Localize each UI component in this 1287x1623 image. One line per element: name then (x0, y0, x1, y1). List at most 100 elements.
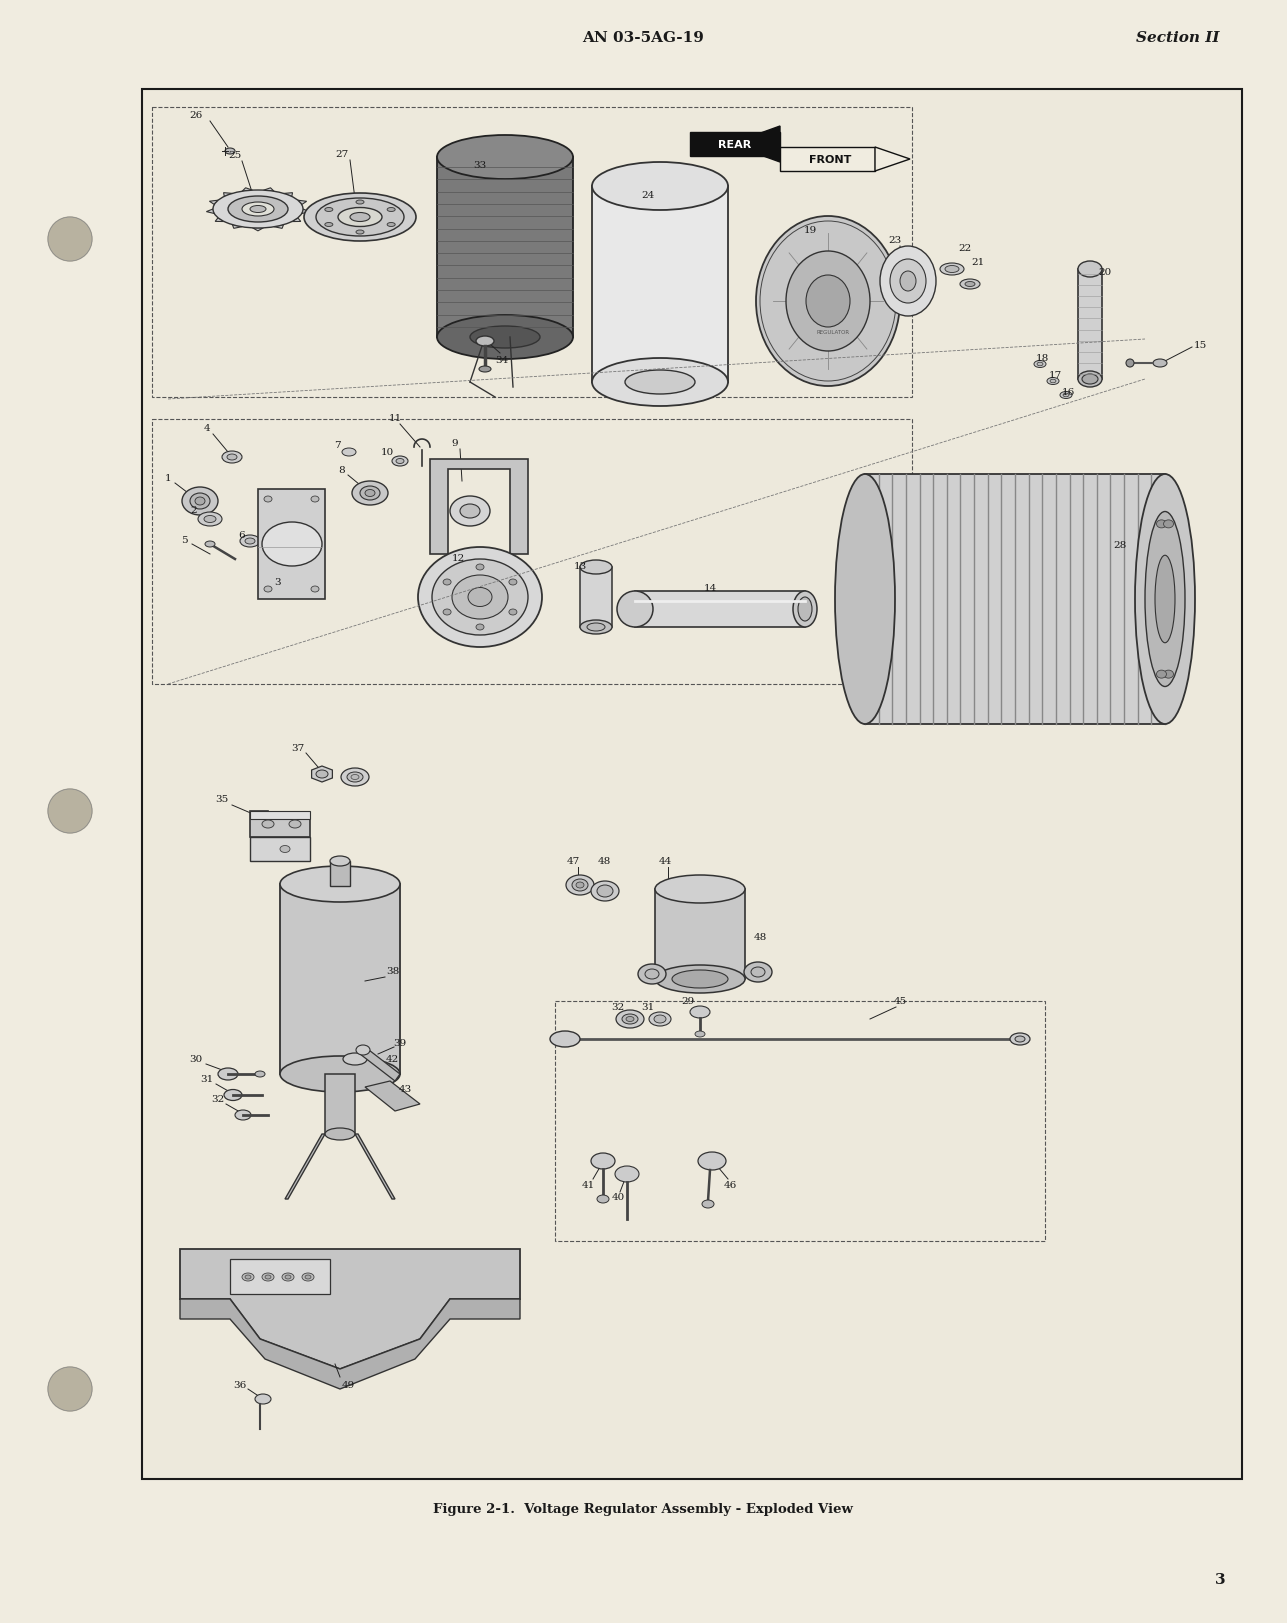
Text: 19: 19 (803, 226, 817, 234)
Ellipse shape (597, 886, 613, 898)
Text: REAR: REAR (718, 140, 752, 149)
Bar (634, 592, 804, 628)
Text: 28: 28 (1113, 540, 1126, 549)
Bar (326, 1074, 355, 1134)
Bar (142, 89, 1242, 1479)
Ellipse shape (264, 497, 272, 503)
Text: 7: 7 (333, 440, 340, 450)
Polygon shape (242, 188, 252, 192)
Text: 23: 23 (888, 235, 902, 245)
Ellipse shape (592, 162, 728, 211)
Ellipse shape (1126, 360, 1134, 368)
Ellipse shape (470, 326, 541, 349)
Polygon shape (250, 812, 310, 837)
Ellipse shape (205, 516, 216, 523)
Text: 24: 24 (641, 190, 655, 200)
Polygon shape (250, 837, 310, 862)
Text: 46: 46 (723, 1180, 736, 1188)
Ellipse shape (338, 208, 382, 227)
Text: 33: 33 (474, 161, 486, 169)
Ellipse shape (1048, 378, 1059, 385)
Ellipse shape (198, 513, 221, 527)
Ellipse shape (690, 1006, 710, 1018)
Ellipse shape (263, 523, 322, 566)
Text: 18: 18 (1035, 354, 1049, 362)
Ellipse shape (302, 1272, 314, 1281)
Text: 32: 32 (611, 1003, 624, 1011)
Text: 16: 16 (1062, 388, 1075, 396)
Ellipse shape (1163, 521, 1174, 529)
Ellipse shape (1153, 360, 1167, 368)
Ellipse shape (1154, 557, 1175, 643)
Text: 34: 34 (495, 355, 508, 364)
Ellipse shape (755, 217, 900, 386)
Ellipse shape (508, 579, 517, 586)
Bar (780, 148, 875, 172)
Ellipse shape (1033, 362, 1046, 368)
Ellipse shape (353, 482, 387, 506)
Ellipse shape (1060, 393, 1072, 399)
Text: 38: 38 (386, 967, 400, 975)
Text: 15: 15 (1193, 341, 1207, 349)
Polygon shape (210, 201, 219, 206)
Circle shape (48, 789, 91, 834)
Text: 5: 5 (180, 536, 188, 544)
Polygon shape (215, 219, 224, 222)
Ellipse shape (366, 490, 375, 497)
Ellipse shape (1010, 1034, 1030, 1045)
Polygon shape (233, 226, 242, 229)
Circle shape (48, 1367, 91, 1410)
Ellipse shape (625, 1018, 634, 1022)
Text: 30: 30 (189, 1055, 202, 1063)
Ellipse shape (616, 1011, 644, 1029)
Ellipse shape (227, 454, 237, 461)
Ellipse shape (218, 1068, 238, 1081)
Ellipse shape (225, 149, 236, 154)
Ellipse shape (387, 224, 395, 227)
Ellipse shape (255, 1394, 272, 1404)
Text: 26: 26 (189, 110, 202, 120)
Ellipse shape (591, 881, 619, 901)
Ellipse shape (649, 1013, 671, 1026)
Polygon shape (297, 201, 306, 206)
Ellipse shape (196, 498, 205, 506)
Text: Section II: Section II (1136, 31, 1220, 45)
Ellipse shape (577, 883, 584, 888)
Ellipse shape (880, 247, 936, 316)
Polygon shape (264, 188, 274, 192)
Ellipse shape (329, 857, 350, 867)
Ellipse shape (214, 192, 302, 229)
Text: 3: 3 (1215, 1573, 1225, 1586)
Ellipse shape (695, 1031, 705, 1037)
Ellipse shape (625, 370, 695, 394)
Ellipse shape (250, 206, 266, 213)
Text: 36: 36 (233, 1380, 247, 1389)
Ellipse shape (508, 610, 517, 615)
Polygon shape (274, 226, 283, 229)
Text: 43: 43 (399, 1084, 412, 1094)
Ellipse shape (317, 771, 328, 779)
Ellipse shape (281, 1057, 400, 1092)
Ellipse shape (960, 279, 979, 291)
Text: 2: 2 (190, 505, 197, 514)
Ellipse shape (591, 1154, 615, 1169)
Ellipse shape (616, 592, 653, 628)
Polygon shape (252, 229, 264, 232)
Ellipse shape (945, 266, 959, 273)
Ellipse shape (571, 880, 588, 891)
Ellipse shape (284, 1276, 291, 1279)
Ellipse shape (387, 208, 395, 213)
Polygon shape (257, 490, 326, 599)
Ellipse shape (476, 565, 484, 571)
Ellipse shape (245, 539, 255, 545)
Ellipse shape (181, 487, 218, 516)
Ellipse shape (672, 971, 728, 988)
Ellipse shape (1063, 394, 1069, 398)
Text: 32: 32 (211, 1096, 225, 1104)
Ellipse shape (190, 493, 210, 510)
Ellipse shape (900, 271, 916, 292)
Ellipse shape (701, 1201, 714, 1208)
Ellipse shape (1015, 1037, 1024, 1042)
Ellipse shape (1037, 364, 1042, 367)
Ellipse shape (438, 316, 573, 360)
